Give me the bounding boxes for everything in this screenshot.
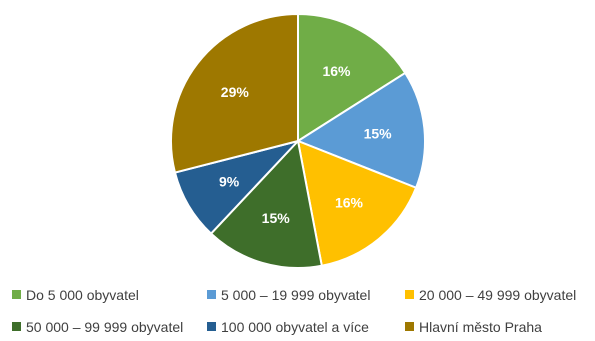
legend-item-6: Hlavní město Praha bbox=[405, 319, 542, 335]
legend-item-1: Do 5 000 obyvatel bbox=[12, 287, 139, 303]
pie-slice-6 bbox=[170, 12, 299, 174]
legend-label-6: Hlavní město Praha bbox=[419, 319, 542, 335]
legend-swatch-4 bbox=[12, 322, 21, 331]
pie-slice-label-5: 9% bbox=[219, 174, 240, 190]
pie-slice-2 bbox=[295, 71, 426, 190]
pie-slice-4 bbox=[209, 138, 323, 269]
legend-label-1: Do 5 000 obyvatel bbox=[26, 287, 139, 303]
legend-item-2: 5 000 – 19 999 obyvatel bbox=[207, 287, 370, 303]
pie-slice-label-2: 15% bbox=[364, 126, 393, 142]
pie-slice-label-3: 16% bbox=[335, 195, 364, 211]
legend-swatch-3 bbox=[405, 290, 414, 299]
legend-item-4: 50 000 – 99 999 obyvatel bbox=[12, 319, 183, 335]
pie-slice-label-1: 16% bbox=[322, 63, 351, 79]
legend: Do 5 000 obyvatel 5 000 – 19 999 obyvatel… bbox=[12, 287, 576, 335]
legend-swatch-1 bbox=[12, 290, 21, 299]
legend-swatch-6 bbox=[405, 322, 414, 331]
pie-data-labels: 16% 15% 16% 15% 9% 29% bbox=[219, 63, 392, 226]
pie-slice-3 bbox=[296, 139, 418, 267]
pie-slice-label-6: 29% bbox=[221, 84, 250, 100]
pie-slice-1 bbox=[297, 12, 407, 143]
legend-label-3: 20 000 – 49 999 obyvatel bbox=[419, 287, 576, 303]
legend-label-4: 50 000 – 99 999 obyvatel bbox=[26, 319, 183, 335]
legend-swatch-5 bbox=[207, 322, 216, 331]
legend-swatch-2 bbox=[207, 290, 216, 299]
legend-label-5: 100 000 obyvatel a více bbox=[221, 319, 369, 335]
pie-slices bbox=[170, 12, 426, 269]
legend-label-2: 5 000 – 19 999 obyvatel bbox=[221, 287, 370, 303]
legend-item-5: 100 000 obyvatel a více bbox=[207, 319, 369, 335]
pie-slice-label-4: 15% bbox=[262, 210, 291, 226]
legend-item-3: 20 000 – 49 999 obyvatel bbox=[405, 287, 576, 303]
